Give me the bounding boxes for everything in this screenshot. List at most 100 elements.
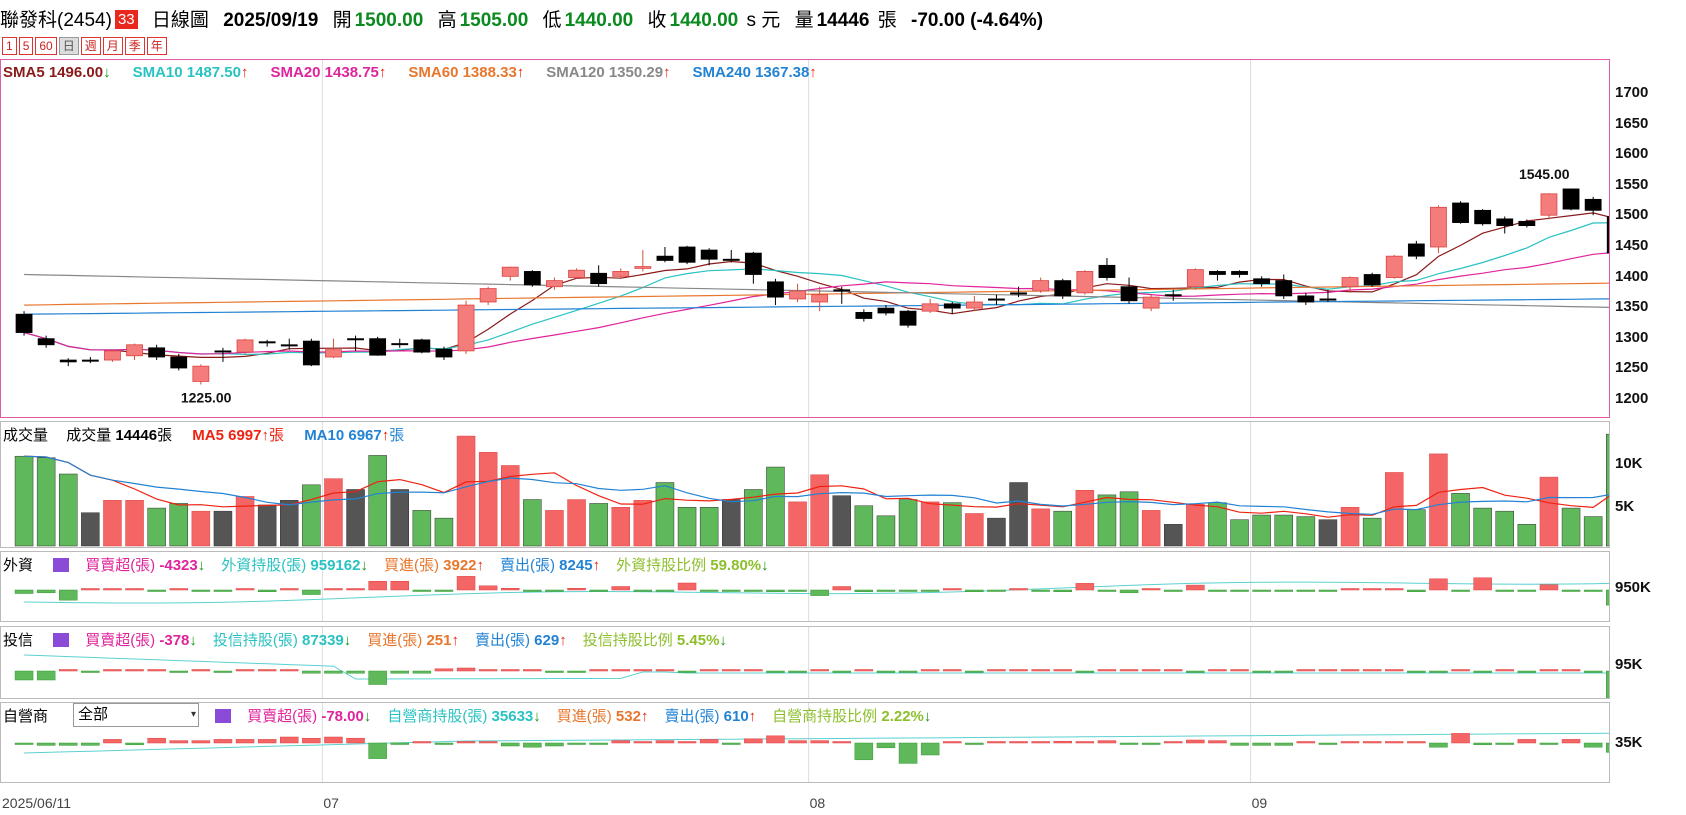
period-tab[interactable]: 5 — [18, 37, 34, 55]
candle-body — [236, 339, 254, 353]
foreign-bar — [1539, 584, 1559, 591]
period-tabs: 1 5 60 日週月季年 — [2, 37, 169, 55]
volume-bar — [545, 510, 564, 547]
foreign-bar — [1517, 589, 1537, 592]
list-icon[interactable] — [53, 558, 70, 572]
legend-value: 251 — [422, 632, 452, 649]
dealer-bar — [1539, 742, 1559, 745]
volume-chart[interactable] — [1, 422, 1609, 547]
arrow-down-icon: ↓ — [363, 708, 372, 725]
dealer-bar — [412, 741, 432, 744]
legend-label: 外資持股比例 — [616, 557, 707, 574]
candle-body — [855, 311, 873, 319]
candle-body — [1164, 294, 1182, 297]
volume-bar — [324, 478, 343, 547]
candle-body — [656, 255, 674, 261]
candle-body — [1142, 296, 1160, 309]
price-tick: 1250 — [1615, 359, 1649, 377]
trust-bar — [1164, 669, 1183, 672]
period-tab[interactable]: 週 — [80, 37, 101, 55]
foreign-items: 買賣超(張) -4323↓ 外資持股(張) 959162↓ 買進(張) 3922↑ 賣… — [79, 557, 768, 574]
trust-bar — [412, 670, 432, 674]
dealer-bar — [125, 742, 144, 746]
list-icon[interactable] — [53, 633, 70, 647]
dealer-holding-line — [24, 732, 1609, 754]
candle-body — [877, 307, 895, 314]
foreign-bar — [1429, 578, 1448, 591]
price-tick: 1700 — [1615, 84, 1649, 102]
candle-body — [369, 338, 387, 356]
foreign-bar — [103, 588, 122, 591]
period-tab[interactable]: 1 — [2, 37, 17, 55]
dealer-bar — [1561, 739, 1581, 744]
volume-bar — [876, 515, 896, 547]
candle-body — [81, 359, 99, 362]
foreign-bar — [213, 589, 233, 592]
volume-bar — [191, 510, 211, 547]
foreign-bar — [1561, 589, 1581, 592]
foreign-bar — [1230, 589, 1249, 592]
dealer-bar — [235, 739, 255, 744]
trust-bar — [788, 670, 807, 673]
volume-tick-10k: 10K — [1615, 455, 1643, 472]
dealer-chart[interactable] — [1, 703, 1609, 782]
volume-value: 14446 — [816, 10, 870, 31]
dealer-bar — [1583, 742, 1603, 748]
arrow-down-icon: ↓ — [719, 632, 727, 649]
trust-bar — [766, 670, 785, 673]
candle-body — [1032, 280, 1050, 292]
foreign-bar — [1164, 589, 1183, 592]
volume-bar — [434, 517, 454, 547]
candle-body — [1518, 220, 1536, 227]
ma-legend-item: SMA5 1496.00 — [3, 64, 104, 81]
trust-bar — [235, 669, 255, 672]
arrow-up-icon: ↑ — [476, 557, 485, 574]
dealer-bar — [677, 741, 697, 744]
volume-tick-5k: 5K — [1615, 498, 1635, 515]
candle-body — [170, 356, 188, 369]
legend-label: 外資持股(張) — [221, 557, 307, 574]
candle-body — [1253, 278, 1271, 285]
list-icon[interactable] — [215, 709, 231, 723]
candle-body — [1231, 271, 1248, 275]
trust-bar — [1186, 670, 1205, 673]
dealer-bar — [478, 741, 498, 744]
volume-bar — [1186, 503, 1205, 547]
ma5-arrow-up-icon: ↑ — [261, 427, 270, 444]
period-tab[interactable]: 季 — [124, 37, 145, 55]
volume-bar — [1606, 433, 1609, 547]
foreign-bar — [147, 589, 166, 592]
volume-bar — [699, 507, 719, 547]
volume-bar — [147, 507, 166, 547]
period-tab[interactable]: 日 — [58, 37, 79, 55]
foreign-bar — [1451, 589, 1470, 592]
dealer-bar — [1141, 742, 1161, 745]
dealer-bar — [501, 742, 520, 747]
candle-body — [1341, 277, 1359, 288]
candle-body — [1120, 286, 1138, 302]
dealer-bar — [1119, 742, 1139, 745]
trust-chart[interactable] — [1, 627, 1609, 698]
dealer-select[interactable]: 全部 ▾ — [73, 703, 199, 727]
legend-label: 投信持股(張) — [212, 632, 298, 649]
candlestick-chart[interactable]: 1545.00 1225.00 — [1, 60, 1609, 417]
stock-badge: 33 — [114, 10, 138, 29]
candle-body — [1186, 269, 1204, 288]
foreign-chart[interactable] — [1, 552, 1609, 621]
volume-panel: 成交量 成交量 14446張 MA5 6997↑張 MA10 6967↑張 — [0, 421, 1610, 548]
period-tab[interactable]: 60 — [35, 37, 57, 55]
foreign-bar — [545, 589, 564, 592]
volume-bar — [59, 473, 78, 547]
trust-bar — [876, 670, 896, 673]
period-tab[interactable]: 月 — [102, 37, 123, 55]
arrow-up-icon: ↑ — [240, 64, 249, 81]
volume-bar — [81, 512, 100, 547]
candle-body — [833, 289, 851, 292]
volume-name: 成交量 — [66, 427, 112, 444]
dealer-bar — [81, 742, 100, 746]
foreign-legend: 外資 買賣超(張) -4323↓ 外資持股(張) 959162↓ 買進(張) 392… — [3, 554, 769, 575]
trust-bar — [59, 669, 78, 672]
arrow-down-icon: ↓ — [189, 632, 197, 649]
dealer-bar — [1362, 741, 1382, 744]
period-tab[interactable]: 年 — [146, 37, 167, 55]
